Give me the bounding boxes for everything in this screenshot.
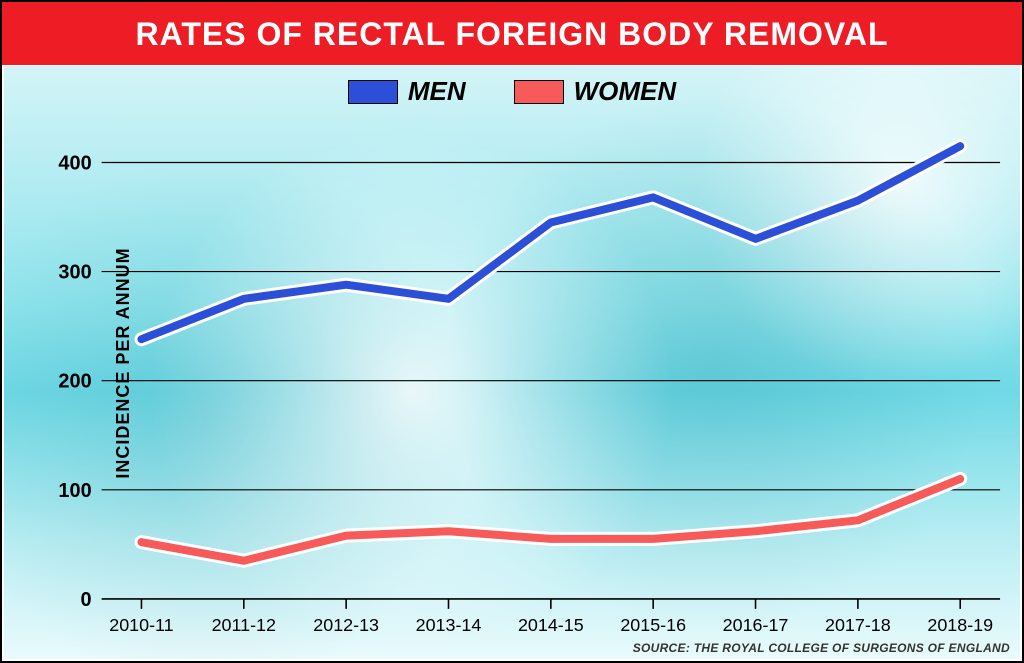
x-tick-label: 2012-13 [313,615,379,635]
plot-container: MEN WOMEN INCIDENCE PER ANNUM 0100200300… [4,66,1020,659]
y-tick-label: 100 [58,480,91,502]
source-text: SOURCE: THE ROYAL COLLEGE OF SURGEONS OF… [633,641,1010,655]
y-tick-label: 0 [81,589,92,611]
x-tick-label: 2013-14 [416,615,482,635]
x-tick-label: 2010-11 [109,615,173,635]
x-tick-label: 2018-19 [927,615,993,635]
x-tick-label: 2014-15 [518,615,584,635]
x-tick-label: 2015-16 [620,615,686,635]
x-tick-label: 2011-12 [212,615,276,635]
series-women-line [141,479,960,561]
series-men-line [141,146,960,339]
y-tick-label: 200 [58,371,91,393]
y-tick-label: 300 [58,262,91,284]
y-tick-label: 400 [58,152,91,174]
x-tick-label: 2017-18 [825,615,891,635]
series-men-halo [141,146,960,339]
chart-frame: RATES OF RECTAL FOREIGN BODY REMOVAL MEN… [0,0,1024,663]
chart-svg: 0 100 200 300 400 2010-11 2011-12 2012-13 2013-1… [4,66,1020,661]
chart-title: RATES OF RECTAL FOREIGN BODY REMOVAL [2,2,1022,65]
x-tick-label: 2016-17 [723,615,789,635]
